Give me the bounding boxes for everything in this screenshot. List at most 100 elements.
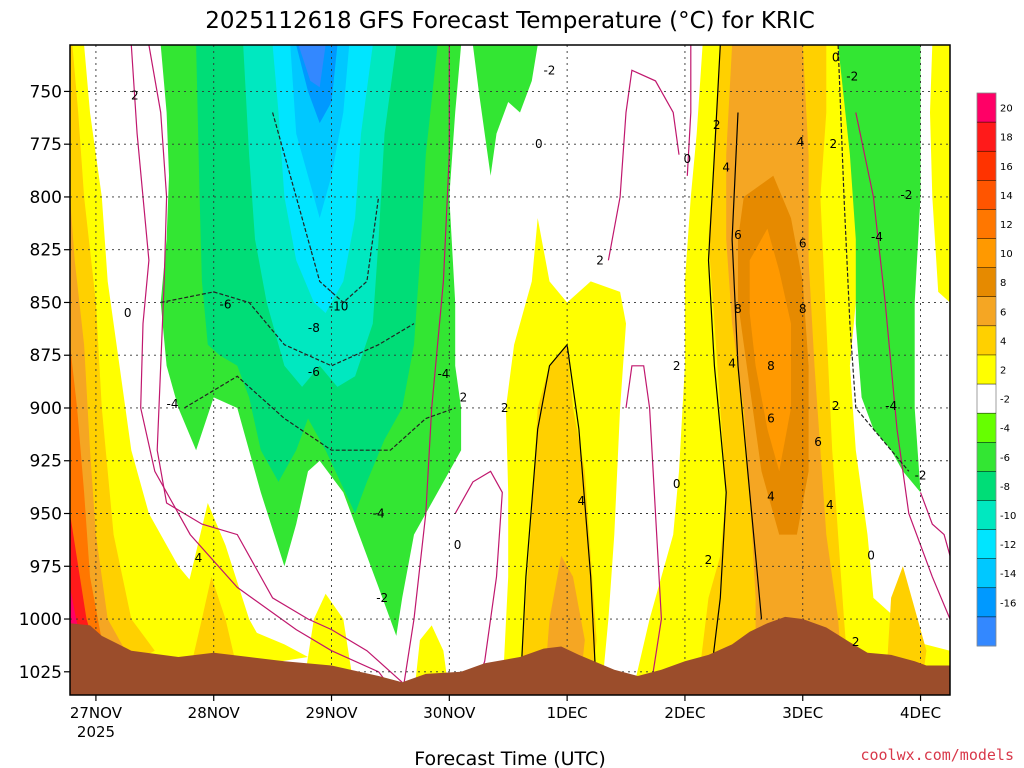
terrain <box>70 616 950 695</box>
colorbar-tick-label: 18 <box>1000 133 1013 144</box>
contour-label: 0 <box>454 538 462 552</box>
y-tick-label: 800 <box>30 188 62 208</box>
contour-label: -4 <box>885 399 897 413</box>
x-tick-label: 3DEC <box>782 704 823 722</box>
contour-label: 2 <box>131 89 139 103</box>
contour-label: 8 <box>767 359 775 373</box>
credit-text: coolwx.com/models <box>860 746 1014 764</box>
y-tick-label: 900 <box>30 399 62 419</box>
contour-line-0 <box>607 69 680 261</box>
contour-label: -6 <box>308 365 320 379</box>
contour-label: -4 <box>871 230 883 244</box>
contour-label: 4 <box>722 160 730 174</box>
contour-line-0 <box>686 45 692 176</box>
colorbar-swatch <box>977 500 996 531</box>
chart-title: 2025112618 GFS Forecast Temperature (°C)… <box>205 8 815 34</box>
colorbar-tick-label: -12 <box>1000 540 1016 551</box>
contour-label: 0 <box>673 477 681 491</box>
field-band-neg12 <box>290 45 350 219</box>
contour-label: 2 <box>713 118 721 132</box>
contour-label: -4 <box>167 397 179 411</box>
colorbar-swatch <box>977 354 996 385</box>
contour-label: 4 <box>826 498 834 512</box>
contour-label: -2 <box>543 63 555 77</box>
x-axis: 27NOV 28NOV 29NOV 30NOV 1DEC 2DEC 3DEC 4DEC <box>70 695 941 722</box>
contour-label: 2 <box>832 399 840 413</box>
colorbar-tick-label: 10 <box>1000 249 1013 260</box>
y-tick-label: 850 <box>30 293 62 313</box>
contour-label: 0 <box>535 137 543 151</box>
x-tick-label: 27NOV <box>70 704 123 722</box>
colorbar-tick-label: -2 <box>1000 395 1010 406</box>
field-band-2 <box>930 45 950 303</box>
contour-label: 4 <box>195 551 203 565</box>
contour-label: 6 <box>814 435 822 449</box>
colorbar-tick-label: -6 <box>1000 453 1010 464</box>
contour-label: 0 <box>867 549 875 563</box>
colorbar-swatch <box>977 180 996 210</box>
x-tick-label: 28NOV <box>188 704 241 722</box>
colorbar-tick-label: -8 <box>1000 482 1010 493</box>
contour-label: -10 <box>329 300 349 314</box>
x-tick-label: 29NOV <box>305 704 358 722</box>
contour-label: -4 <box>373 507 385 521</box>
colorbar-tick-label: 14 <box>1000 191 1013 202</box>
contour-label: 8 <box>734 302 742 316</box>
colorbar-tick-label: -4 <box>1000 424 1010 435</box>
contour-label: 2 <box>852 635 860 649</box>
contour-label: -2 <box>915 469 927 483</box>
contour-label: 2 <box>501 401 509 415</box>
contour-label: 0 <box>124 306 132 320</box>
field-band-10 <box>749 228 791 472</box>
contour-line-4 <box>707 44 727 696</box>
contour-label: 0 <box>683 152 691 166</box>
y-tick-label: 750 <box>30 82 62 102</box>
colorbar-tick-label: 16 <box>1000 162 1013 173</box>
y-tick-label: 950 <box>30 505 62 525</box>
contour-line-neg4 <box>183 375 456 451</box>
contour-label: 4 <box>728 357 736 371</box>
contour-line-0 <box>919 492 951 556</box>
x-tick-label: 1DEC <box>547 704 588 722</box>
contour-label: 2 <box>705 553 713 567</box>
field-band-2 <box>70 45 308 695</box>
field-band-2 <box>154 503 297 695</box>
colorbar-tick-label: -10 <box>1000 511 1016 522</box>
contour-line-0 <box>454 470 503 696</box>
colorbar-swatch <box>977 325 996 356</box>
field-band-neg4 <box>838 45 921 493</box>
contour-label: -2 <box>846 70 858 84</box>
colorbar-swatch <box>977 122 996 152</box>
colorbar-swatch <box>977 238 996 269</box>
colorbar-tick-label: 20 <box>1000 104 1013 115</box>
field-band-neg4 <box>472 45 538 176</box>
colorbar-swatch <box>977 558 996 589</box>
contour-line-neg10 <box>272 112 380 304</box>
contour-label: 2 <box>830 137 838 151</box>
contour-label: -2 <box>376 591 388 605</box>
field-band-neg16 <box>298 45 326 88</box>
contour-label: 2 <box>596 253 604 267</box>
colorbar-swatch <box>977 471 996 501</box>
colorbar-swatch <box>977 93 996 123</box>
contour-line-6 <box>731 112 763 620</box>
x-tick-label: 4DEC <box>900 704 941 722</box>
contour-line-neg2 <box>837 44 910 472</box>
contour-label: 0 <box>832 51 840 65</box>
contour-label: -2 <box>900 188 912 202</box>
y-tick-label: 875 <box>30 346 62 366</box>
y-tick-label: 925 <box>30 452 62 472</box>
colorbar-swatch <box>977 384 996 414</box>
contour-label: 6 <box>767 412 775 426</box>
contour-label: -8 <box>308 321 320 335</box>
colorbar-swatch <box>977 616 996 647</box>
contour-label: -4 <box>437 367 449 381</box>
contour-line-4 <box>519 343 598 696</box>
y-tick-label: 775 <box>30 135 62 155</box>
contour-label: 2 <box>673 359 681 373</box>
contour-line-0 <box>625 365 663 696</box>
colorbar-tick-label: 2 <box>1000 366 1006 377</box>
colorbar-tick-label: -14 <box>1000 569 1016 580</box>
colorbar-tick-label: 6 <box>1000 307 1006 318</box>
